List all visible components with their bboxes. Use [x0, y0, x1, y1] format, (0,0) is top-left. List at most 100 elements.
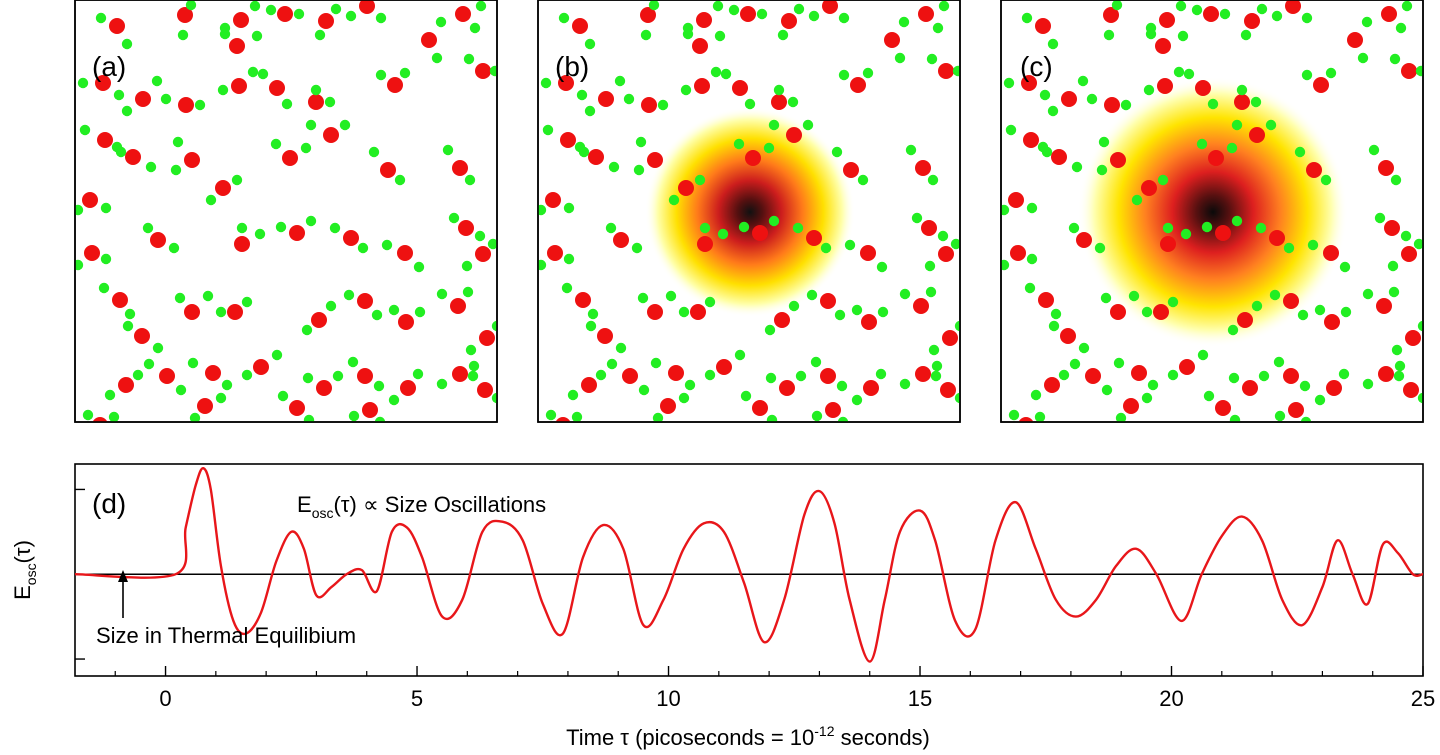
- water-molecule: [348, 402, 386, 422]
- hydrogen-atom: [787, 96, 799, 108]
- hydrogen-atom: [927, 174, 939, 186]
- hydrogen-atom: [219, 28, 231, 40]
- hydrogen-atom: [928, 344, 940, 356]
- hydrogen-atom: [608, 161, 620, 173]
- oxygen-atom: [581, 377, 597, 393]
- oxygen-atom: [668, 365, 684, 381]
- hydrogen-atom: [756, 8, 768, 20]
- water-molecule: [652, 392, 690, 422]
- oxygen-atom: [641, 97, 657, 113]
- water-molecule: [448, 212, 486, 242]
- hydrogen-atom: [657, 99, 669, 111]
- x-tick-label: 20: [1159, 686, 1183, 711]
- oxygen-atom: [913, 298, 929, 314]
- hydrogen-atom: [1338, 368, 1350, 380]
- hydrogen-atom: [75, 259, 84, 271]
- x-tick-label: 0: [159, 686, 171, 711]
- oxygen-atom: [1401, 63, 1417, 79]
- hydrogen-atom: [680, 84, 692, 96]
- water-molecule: [926, 53, 960, 79]
- hydrogen-atom: [738, 221, 750, 233]
- water-molecule: [1096, 136, 1126, 176]
- hydrogen-atom: [151, 75, 163, 87]
- hydrogen-atom: [1101, 384, 1113, 396]
- water-molecule: [1347, 16, 1373, 64]
- molecules-c: [1001, 0, 1423, 422]
- water-molecule: [189, 392, 227, 422]
- hydrogen-atom: [431, 52, 443, 64]
- hydrogen-atom: [381, 239, 393, 251]
- water-molecule: [1160, 222, 1192, 252]
- hydrogen-atom: [325, 300, 337, 312]
- hydrogen-atom: [584, 105, 596, 117]
- oxygen-atom: [1010, 245, 1026, 261]
- water-molecule: [1393, 370, 1423, 404]
- oxygen-atom: [1384, 220, 1400, 236]
- oxygen-atom: [647, 152, 663, 168]
- hydrogen-atom: [1394, 360, 1406, 372]
- hydrogen-atom: [100, 202, 112, 214]
- water-molecule: [545, 409, 583, 422]
- oxygen-atom: [455, 6, 471, 22]
- oxygen-atom: [1141, 180, 1157, 196]
- hydrogen-atom: [1387, 260, 1399, 272]
- hydrogen-atom: [374, 416, 386, 422]
- oxygen-atom: [1051, 149, 1067, 165]
- hydrogen-atom: [98, 282, 110, 294]
- plot-frame: [74, 463, 1424, 677]
- oxygen-atom: [1405, 330, 1421, 346]
- oxygen-atom: [1269, 230, 1285, 246]
- oxygen-atom: [112, 292, 128, 308]
- water-molecule: [160, 93, 206, 113]
- water-molecule: [540, 75, 588, 101]
- hydrogen-atom: [1180, 228, 1192, 240]
- water-molecule: [305, 119, 351, 143]
- water-molecule: [765, 370, 807, 396]
- hydrogen-atom: [538, 204, 547, 216]
- hydrogen-atom: [1167, 296, 1179, 308]
- hydrogen-atom: [270, 138, 282, 150]
- oxygen-atom: [1131, 365, 1147, 381]
- hydrogen-atom: [305, 215, 317, 227]
- water-molecule: [314, 3, 342, 41]
- oxygen-atom: [82, 192, 98, 208]
- hydrogen-atom: [1197, 349, 1209, 361]
- water-molecule: [265, 4, 305, 22]
- oxygen-atom: [921, 220, 937, 236]
- hydrogen-atom: [236, 222, 248, 234]
- hydrogen-atom: [1113, 357, 1125, 369]
- hydrogen-atom: [952, 65, 960, 77]
- hydrogen-atom: [1265, 119, 1277, 131]
- water-molecule: [1294, 146, 1332, 186]
- hydrogen-atom: [357, 242, 369, 254]
- water-molecule: [1273, 356, 1311, 392]
- water-molecule: [1103, 0, 1123, 41]
- hydrogen-atom: [712, 0, 724, 12]
- oxygen-atom: [311, 312, 327, 328]
- hydrogen-atom: [925, 286, 937, 298]
- hydrogen-atom: [733, 138, 745, 150]
- oxygen-atom: [398, 314, 414, 330]
- hydrogen-atom: [185, 0, 197, 11]
- hydrogen-atom: [160, 93, 172, 105]
- water-molecule: [368, 146, 406, 186]
- oxygen-atom: [421, 32, 437, 48]
- hydrogen-atom: [108, 411, 120, 422]
- hydrogen-atom: [394, 174, 406, 186]
- y-axis-subscript: osc: [23, 563, 39, 585]
- hydrogen-atom: [1021, 12, 1033, 24]
- hydrogen-atom: [631, 242, 643, 254]
- water-molecule: [1024, 282, 1062, 320]
- water-molecule: [442, 144, 476, 186]
- oxygen-atom: [1044, 377, 1060, 393]
- oxygen-atom: [308, 94, 324, 110]
- hydrogen-atom: [623, 93, 635, 105]
- oxygen-atom: [95, 75, 111, 91]
- oxygen-atom: [863, 380, 879, 396]
- oxygen-atom: [159, 368, 175, 384]
- hydrogen-atom: [836, 380, 848, 392]
- water-molecule: [465, 320, 497, 356]
- water-molecule: [606, 358, 650, 396]
- hydrogen-atom: [838, 12, 850, 24]
- hydrogen-atom: [542, 124, 554, 136]
